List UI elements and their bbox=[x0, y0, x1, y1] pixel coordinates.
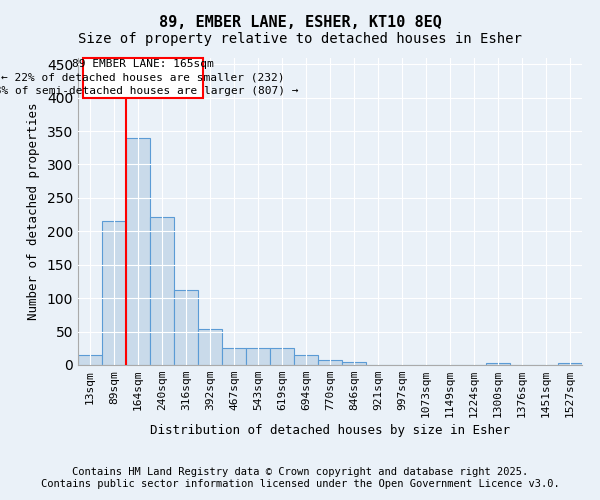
Bar bbox=[198, 329, 222, 365]
Bar bbox=[318, 360, 342, 365]
Bar bbox=[486, 363, 510, 365]
Y-axis label: Number of detached properties: Number of detached properties bbox=[27, 102, 40, 320]
Text: Contains HM Land Registry data © Crown copyright and database right 2025.
Contai: Contains HM Land Registry data © Crown c… bbox=[41, 468, 559, 489]
Bar bbox=[174, 290, 198, 365]
Text: 89, EMBER LANE, ESHER, KT10 8EQ: 89, EMBER LANE, ESHER, KT10 8EQ bbox=[158, 15, 442, 30]
Bar bbox=[558, 363, 582, 365]
Bar bbox=[294, 355, 318, 365]
Bar bbox=[102, 222, 126, 365]
FancyBboxPatch shape bbox=[83, 58, 203, 98]
Bar bbox=[342, 362, 366, 365]
Bar bbox=[126, 138, 150, 365]
Text: 89 EMBER LANE: 165sqm
← 22% of detached houses are smaller (232)
78% of semi-det: 89 EMBER LANE: 165sqm ← 22% of detached … bbox=[0, 60, 298, 96]
Bar bbox=[150, 216, 174, 365]
Text: Size of property relative to detached houses in Esher: Size of property relative to detached ho… bbox=[78, 32, 522, 46]
X-axis label: Distribution of detached houses by size in Esher: Distribution of detached houses by size … bbox=[150, 424, 510, 437]
Bar bbox=[222, 348, 246, 365]
Bar bbox=[270, 348, 294, 365]
Bar bbox=[246, 348, 270, 365]
Bar bbox=[78, 355, 102, 365]
